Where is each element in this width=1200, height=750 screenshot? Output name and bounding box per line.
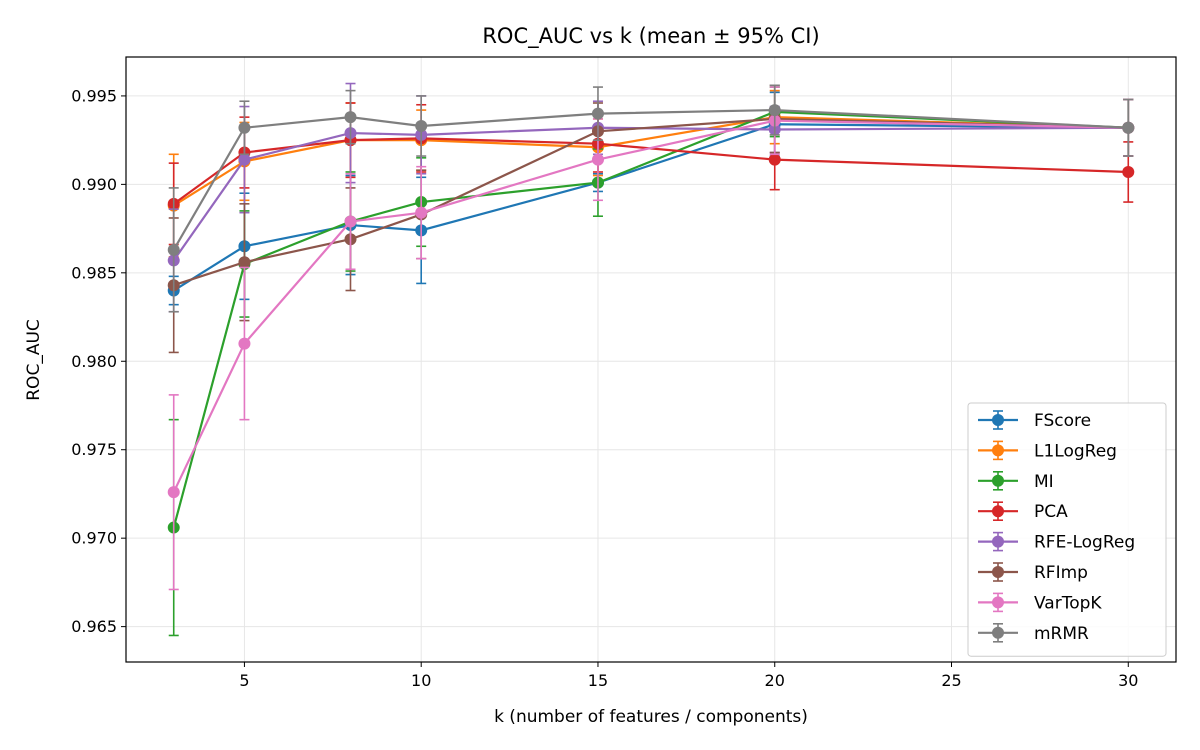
data-point-pca — [1122, 165, 1135, 178]
data-point-vartopk — [238, 337, 251, 350]
legend-item-mrmr: mRMR — [978, 622, 1089, 644]
x-tick-label: 10 — [411, 671, 431, 690]
y-tick-label: 0.990 — [71, 175, 117, 194]
data-point-mrmr — [167, 243, 180, 256]
plot-area — [167, 82, 1135, 637]
data-point-mrmr — [1122, 121, 1135, 134]
data-point-vartopk — [344, 215, 357, 228]
chart-title: ROC_AUC vs k (mean ± 95% CI) — [482, 24, 819, 49]
legend-item-mi: MI — [978, 470, 1054, 492]
legend-label: PCA — [1034, 502, 1068, 522]
x-tick-label: 15 — [588, 671, 608, 690]
legend-label: L1LogReg — [1034, 441, 1117, 461]
legend-swatch-marker — [992, 474, 1004, 487]
y-axis-label: ROC_AUC — [24, 319, 44, 401]
legend-box — [967, 402, 1167, 657]
legend-item-pca: PCA — [978, 501, 1068, 522]
series-mrmr — [167, 84, 1135, 313]
data-point-rfimp — [238, 256, 251, 269]
legend-swatch-marker — [992, 505, 1004, 518]
y-axis: 0.965 0.970 0.975 0.980 0.985 0.990 0.995 — [71, 86, 126, 636]
data-point-mrmr — [415, 119, 428, 132]
data-point-mrmr — [344, 111, 357, 124]
data-point-pca — [768, 153, 781, 166]
legend-swatch-marker — [992, 596, 1004, 609]
legend-item-l1logreg: L1LogReg — [978, 440, 1117, 461]
y-tick-label: 0.970 — [71, 529, 117, 548]
legend-swatch-marker — [992, 566, 1004, 578]
y-tick-label: 0.975 — [71, 440, 117, 459]
legend-label: mRMR — [1034, 624, 1089, 644]
y-tick-label: 0.965 — [71, 617, 117, 636]
plot-frame — [125, 56, 1177, 663]
legend-label: FScore — [1034, 411, 1091, 431]
x-tick-label: 25 — [941, 671, 961, 690]
legend-swatch-marker — [992, 535, 1004, 548]
legend-label: MI — [1034, 472, 1054, 492]
legend-label: VarTopK — [1034, 593, 1102, 613]
y-tick-label: 0.980 — [71, 352, 117, 371]
x-axis-label: k (number of features / components) — [494, 707, 808, 727]
y-tick-label: 0.995 — [71, 86, 117, 105]
legend-swatch-marker — [992, 626, 1004, 639]
data-point-vartopk — [415, 206, 428, 219]
legend-swatch-marker — [992, 414, 1004, 426]
x-axis: 5 10 15 20 25 30 — [239, 662, 1138, 690]
x-tick-label: 20 — [765, 671, 785, 690]
x-tick-label: 5 — [239, 671, 249, 690]
data-point-mrmr — [238, 121, 251, 134]
legend-item-fscore: FScore — [978, 410, 1091, 431]
legend-label: RFImp — [1034, 563, 1088, 583]
data-point-mrmr — [591, 107, 604, 120]
legend-item-rfe-logreg: RFE-LogReg — [978, 531, 1135, 553]
legend-item-rfimp: RFImp — [978, 562, 1088, 583]
legend: FScore L1LogReg MI PCA RFE-LogReg RFImp VarTop… — [967, 402, 1167, 657]
data-point-rfe-logreg — [238, 153, 251, 166]
legend-label: RFE-LogReg — [1034, 533, 1135, 553]
legend-item-vartopk: VarTopK — [978, 592, 1102, 613]
data-point-vartopk — [167, 486, 180, 499]
y-tick-label: 0.985 — [71, 263, 117, 282]
x-tick-label: 30 — [1118, 671, 1138, 690]
legend-swatch-marker — [992, 444, 1004, 457]
data-point-mrmr — [768, 104, 781, 117]
data-point-vartopk — [591, 153, 604, 166]
